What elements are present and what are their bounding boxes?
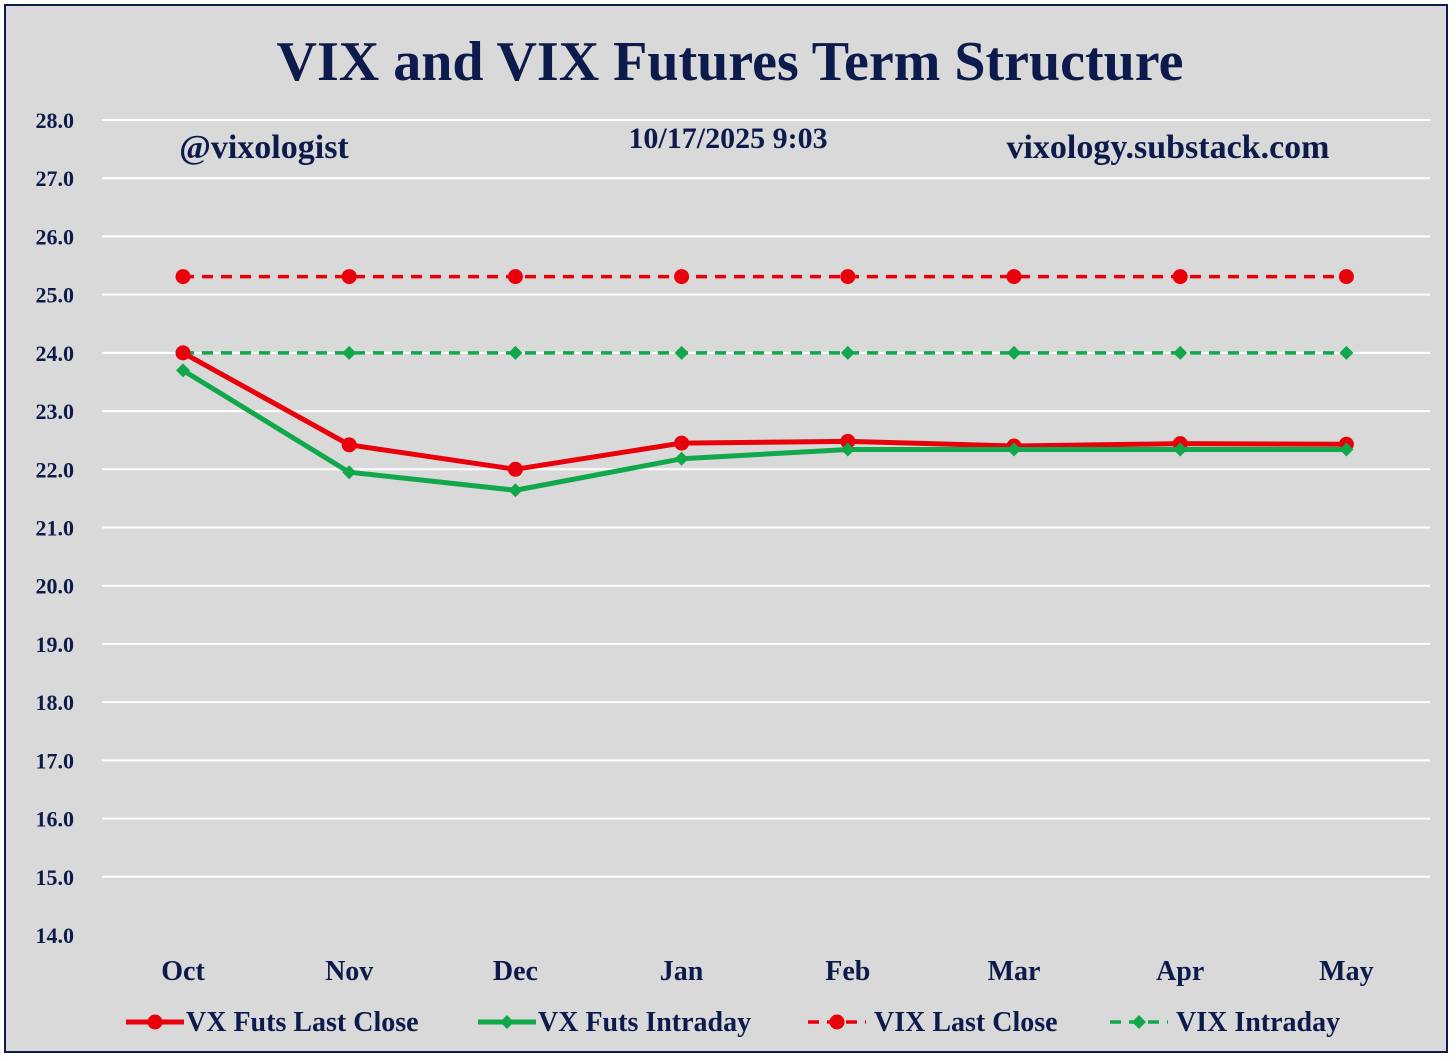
y-tick-label: 15.0 (36, 865, 75, 890)
legend-label: VIX Last Close (874, 1007, 1058, 1038)
gridlines (102, 119, 1430, 878)
data-point (175, 345, 191, 361)
series-group (175, 269, 1354, 498)
data-point (674, 451, 689, 466)
data-point (147, 1014, 163, 1030)
y-tick-label: 27.0 (36, 166, 75, 191)
data-point (1173, 442, 1188, 457)
data-point (341, 437, 357, 453)
data-point (508, 483, 523, 498)
legend-item: VX Futs Intraday (478, 1007, 751, 1038)
y-tick-label: 19.0 (36, 632, 75, 657)
handle-annotation: @vixologist (179, 129, 349, 166)
data-point (840, 442, 855, 457)
data-point (840, 433, 856, 449)
data-point (342, 345, 357, 360)
y-tick-label: 26.0 (36, 224, 75, 249)
y-axis-ticks: 14.0 15.0 16.0 17.0 18.0 19.0 20.0 21.0 22.0 23.0… (36, 108, 75, 948)
y-tick-label: 28.0 (36, 108, 75, 133)
y-tick-label: 23.0 (36, 399, 75, 424)
legend: VX Futs Last Close VX Futs Intraday VIX La… (126, 1007, 1340, 1038)
y-tick-label: 18.0 (36, 690, 75, 715)
data-point (674, 269, 690, 285)
site-annotation: vixology.substack.com (1006, 129, 1329, 166)
legend-label: VX Futs Last Close (186, 1007, 419, 1038)
data-point (1339, 345, 1354, 360)
data-point (1338, 269, 1354, 285)
chart-svg: VIX and VIX Futures Term Structure 14.01… (36, 31, 1430, 1038)
data-point (342, 465, 357, 480)
legend-item: VX Futs Last Close (126, 1007, 419, 1038)
data-point (674, 345, 689, 360)
data-point (507, 269, 523, 285)
series-vix-last-close (175, 269, 1354, 285)
data-point (507, 461, 523, 477)
data-point (508, 345, 523, 360)
x-tick-label: Mar (988, 956, 1041, 987)
y-tick-label: 25.0 (36, 283, 75, 308)
legend-label: VIX Intraday (1176, 1007, 1340, 1038)
data-point (1007, 442, 1021, 457)
x-tick-label: Jan (660, 956, 704, 987)
data-point (341, 269, 357, 285)
y-tick-label: 20.0 (36, 574, 75, 599)
legend-label: VX Futs Intraday (538, 1007, 751, 1038)
data-point (1172, 269, 1188, 285)
legend-item: VIX Last Close (808, 1007, 1058, 1038)
x-tick-label: Oct (161, 956, 205, 987)
series-vx-futs-intraday (176, 363, 1354, 498)
data-point (500, 1015, 514, 1029)
y-tick-label: 21.0 (36, 516, 75, 541)
data-point (175, 269, 191, 285)
y-tick-label: 17.0 (36, 748, 75, 773)
data-point (1173, 345, 1188, 360)
chart-frame: VIX and VIX Futures Term Structure 14.0 1… (4, 4, 1448, 1053)
x-tick-label: Apr (1156, 956, 1204, 987)
x-tick-label: May (1319, 956, 1373, 987)
data-point (840, 345, 855, 360)
y-tick-label: 16.0 (36, 807, 75, 832)
chart-title: VIX and VIX Futures Term Structure (277, 31, 1184, 93)
data-point (1132, 1015, 1146, 1029)
data-point (840, 269, 856, 285)
x-tick-label: Feb (825, 956, 870, 987)
series-line (181, 368, 1347, 493)
data-point (1006, 269, 1022, 285)
data-point (674, 435, 690, 451)
x-tick-label: Dec (493, 956, 538, 987)
data-point (1007, 345, 1021, 360)
data-point (176, 363, 190, 378)
x-tick-label: Nov (325, 956, 373, 987)
data-point (829, 1014, 845, 1030)
y-tick-label: 14.0 (36, 923, 75, 948)
legend-item: VIX Intraday (1110, 1007, 1340, 1038)
x-axis-ticks: Oct Nov Dec Jan Feb Mar Apr May (161, 956, 1373, 987)
series-line (181, 350, 1347, 472)
y-tick-label: 22.0 (36, 457, 75, 482)
timestamp-annotation: 10/17/2025 9:03 (628, 122, 827, 155)
y-tick-label: 24.0 (36, 341, 75, 366)
data-point (1339, 442, 1354, 457)
